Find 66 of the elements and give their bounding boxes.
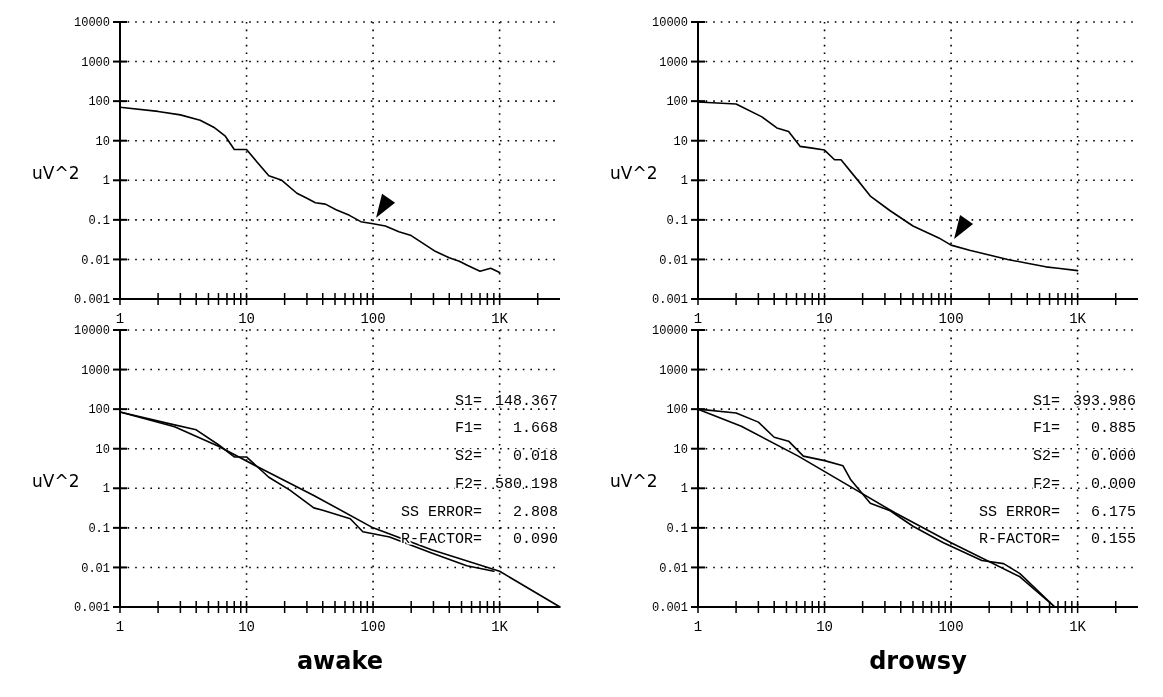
y-tick-label: 0.01 xyxy=(659,561,688,576)
y-tick-label: 10 xyxy=(95,442,110,457)
text: SS ERROR= 2.808 xyxy=(400,503,558,521)
text: drowsy xyxy=(869,647,968,675)
x-tick-label: 100 xyxy=(938,311,964,327)
annotation: S1= 148.367 xyxy=(454,392,558,410)
y-tick-label: 0.1 xyxy=(88,214,110,229)
x-tick-label: 1K xyxy=(1069,311,1087,327)
text: R-FACTOR= 0.090 xyxy=(400,531,558,549)
y-tick-label: 0.001 xyxy=(73,293,110,308)
text: S2= 0.018 xyxy=(454,448,558,466)
x-tick-label: 1K xyxy=(491,619,509,635)
y-tick-label: 1 xyxy=(102,482,110,497)
y-tick-label: 0.01 xyxy=(81,253,110,268)
y-tick-label: 100 xyxy=(88,95,110,110)
x-tick-label: 10 xyxy=(238,619,255,635)
y-tick-label: 0.01 xyxy=(659,253,688,268)
x-tick-label: 100 xyxy=(360,619,386,635)
y-tick-label: 10000 xyxy=(73,16,110,31)
y-tick-label: 0.001 xyxy=(73,601,110,616)
text: awake xyxy=(296,647,384,675)
y-tick-label: 1000 xyxy=(659,55,688,70)
text: SS ERROR= 6.175 xyxy=(978,503,1136,521)
y-axis-title: uV^2 xyxy=(32,162,80,183)
x-tick-label: 100 xyxy=(360,311,386,327)
y-tick-label: 0.1 xyxy=(666,214,688,229)
y-tick-label: 1000 xyxy=(81,55,110,70)
y-tick-label: 1 xyxy=(680,482,688,497)
y-tick-label: 0.001 xyxy=(651,601,688,616)
y-tick-label: 0.001 xyxy=(651,293,688,308)
y-tick-label: 100 xyxy=(666,95,688,110)
y-tick-label: 1000 xyxy=(81,363,110,378)
y-tick-label: 10 xyxy=(673,442,688,457)
text: F1= 1.668 xyxy=(454,420,558,438)
x-tick-label: 1K xyxy=(491,311,509,327)
y-tick-label: 1 xyxy=(102,174,110,189)
y-tick-label: 100 xyxy=(666,403,688,418)
x-tick-label: 1 xyxy=(115,619,125,635)
x-tick-label: 10 xyxy=(238,311,255,327)
y-tick-label: 0.1 xyxy=(88,522,110,537)
y-tick-label: 10000 xyxy=(651,324,688,339)
x-tick-label: 1 xyxy=(693,619,703,635)
annotation: F2= 580.198 xyxy=(454,475,558,493)
y-tick-label: 100 xyxy=(88,403,110,418)
y-tick-label: 10 xyxy=(673,134,688,149)
y-tick-label: 1 xyxy=(680,174,688,189)
x-tick-label: 1 xyxy=(693,311,703,327)
annotation: S1= 393.986 xyxy=(1032,392,1136,410)
x-tick-label: 10 xyxy=(816,619,833,635)
x-tick-label: 1K xyxy=(1069,619,1087,635)
y-axis-title: uV^2 xyxy=(610,470,658,491)
y-axis-title: uV^2 xyxy=(32,470,80,491)
x-tick-label: 100 xyxy=(938,619,964,635)
x-tick-label: 1 xyxy=(115,311,125,327)
text: S2= 0.000 xyxy=(1032,448,1136,466)
y-axis-title: uV^2 xyxy=(610,162,658,183)
text: R-FACTOR= 0.155 xyxy=(978,531,1136,549)
y-tick-label: 10 xyxy=(95,134,110,149)
y-tick-label: 0.1 xyxy=(666,522,688,537)
y-tick-label: 1000 xyxy=(659,363,688,378)
x-tick-label: 10 xyxy=(816,311,833,327)
text: F2= 0.000 xyxy=(1032,475,1136,493)
y-tick-label: 10000 xyxy=(73,324,110,339)
y-tick-label: 10000 xyxy=(651,16,688,31)
text: F1= 0.885 xyxy=(1032,420,1136,438)
y-tick-label: 0.01 xyxy=(81,561,110,576)
